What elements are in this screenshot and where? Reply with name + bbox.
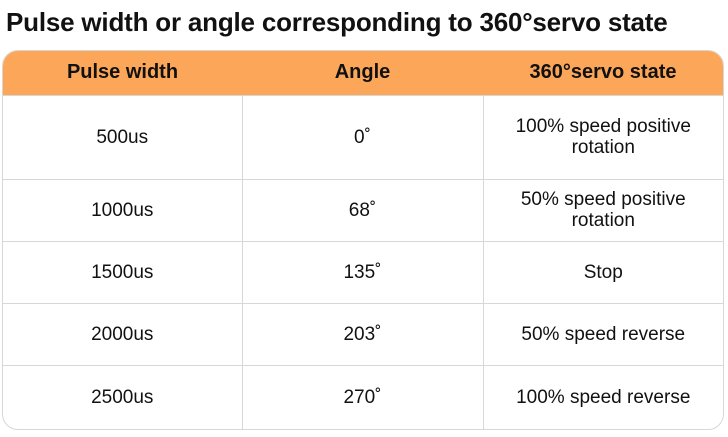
cell-servo-state: Stop [483,240,723,303]
servo-table: Pulse width Angle 360°servo state 500us … [3,51,723,429]
table-row: 1500us 135˚ Stop [3,240,723,303]
servo-state-table: Pulse width Angle 360°servo state 500us … [2,50,724,430]
cell-angle: 203˚ [242,302,484,365]
page-title: Pulse width or angle corresponding to 36… [6,7,668,37]
header-servo-state: 360°servo state [529,61,677,84]
table-row: 2500us 270˚ 100% speed reverse [3,364,723,429]
cell-pulse-width: 1000us [3,178,243,241]
cell-servo-state: 100% speed reverse [483,364,723,429]
cell-angle: 0˚ [242,94,484,179]
table-row: 1000us 68˚ 50% speed positive rotation [3,178,723,241]
cell-pulse-width: 500us [3,94,243,179]
cell-angle: 270˚ [242,364,484,429]
header-angle: Angle [334,61,391,84]
cell-pulse-width: 2500us [3,364,243,429]
cell-angle: 135˚ [242,240,484,303]
cell-servo-state: 50% speed positive rotation [483,178,723,241]
cell-angle: 68˚ [242,178,484,241]
cell-servo-state: 50% speed reverse [483,302,723,365]
cell-pulse-width: 2000us [3,302,243,365]
table-header-row: Pulse width Angle 360°servo state [3,51,723,95]
table-row: 2000us 203˚ 50% speed reverse [3,302,723,365]
cell-servo-state: 100% speed positive rotation [483,94,723,179]
header-pulse-width: Pulse width [66,61,179,84]
cell-pulse-width: 1500us [3,240,243,303]
table-row: 500us 0˚ 100% speed positive rotation [3,94,723,179]
